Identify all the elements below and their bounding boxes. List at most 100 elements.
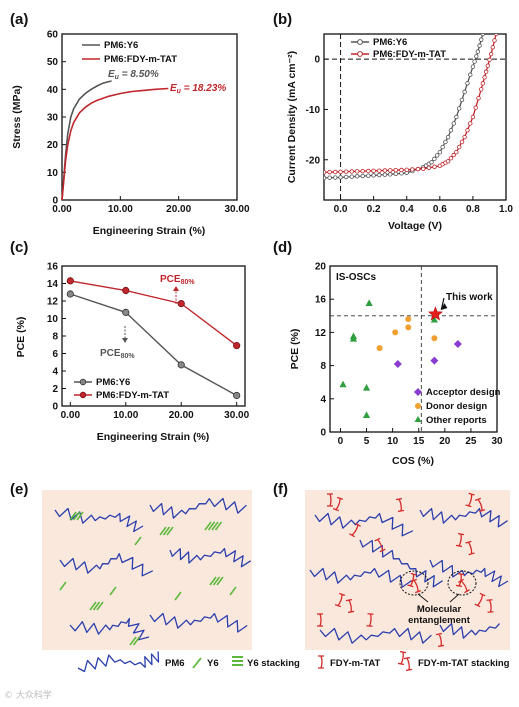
series-marker-b-fdy (387, 168, 393, 173)
legend-c: PM6:Y6 PM6:FDY-m-TAT (74, 377, 169, 401)
scatter-point-other (349, 332, 358, 340)
panel-d-pce-vs-cos: (d) 0 5 10 15 20 25 30 0 4 8 12 16 20 IS-OSCs COS (%… (273, 239, 503, 467)
a-ytick-label: 50 (47, 57, 59, 68)
scatter-point-donor (376, 345, 383, 352)
series-marker-b-fdy (426, 165, 432, 170)
series-marker-b-pm6y6 (480, 34, 486, 37)
y6-molecule (69, 511, 77, 521)
y6-molecule (214, 521, 223, 531)
b-xtick-label: 0.2 (367, 204, 381, 215)
legend-b: PM6:Y6 PM6:FDY-m-TAT (351, 37, 446, 60)
series-marker-b-fdy (480, 81, 486, 86)
c-ytick-label: 8 (52, 332, 58, 343)
panel-label-c: (c) (10, 239, 28, 256)
axis-ticks-c: 0.00 10.00 20.00 30.00 0 2 4 6 8 10 12 14 16 (47, 262, 250, 422)
fdy-molecule (465, 540, 475, 556)
series-marker-b-pm6y6 (470, 64, 476, 69)
schematic-bg-e (42, 490, 252, 650)
series-marker-b-fdy (371, 168, 376, 174)
a-ytick-label: 20 (47, 140, 59, 151)
series-marker-b-fdy (327, 169, 332, 175)
series-marker-b-fdy (476, 95, 481, 101)
this-work-arrowhead (440, 303, 448, 311)
y6-molecule (174, 591, 182, 601)
panel-label-f: (f) (273, 481, 288, 498)
axis-ticks-a: 0.00 10.00 20.00 30.00 0 10 20 30 40 50 60 (47, 30, 250, 216)
legend-y6-stacking-icon (232, 656, 243, 666)
a-xtick-label: 10.00 (108, 204, 133, 215)
series-b-pm6y6 (324, 29, 486, 181)
pm6-chain (319, 627, 432, 644)
legend-fdy-stacking-icon (397, 650, 413, 672)
legend-fdy-stack-1 (397, 650, 407, 666)
legend-marker-other (414, 416, 422, 422)
annotation-eu-pm6y6-value: = 8.50% (119, 69, 159, 80)
series-marker-b-pm6y6 (382, 172, 388, 177)
legend-text-c-fdy: PM6:FDY-m-TAT (96, 390, 169, 401)
d-xtick-label: 15 (413, 436, 425, 447)
series-point-c-pm6y6 (66, 290, 74, 298)
series-line-c-pm6y6 (70, 293, 238, 397)
series-marker-b-pm6y6 (477, 43, 482, 48)
scatter-point-other (339, 380, 347, 388)
fdy-molecule (349, 522, 361, 538)
fdy-stack (435, 632, 445, 648)
series-line-c-fdy (70, 280, 238, 347)
y6-molecule (229, 586, 237, 596)
pm6-chain (149, 612, 248, 633)
d-ytick-label: 8 (320, 361, 326, 372)
fdy-molecule (435, 632, 445, 648)
x-axis-label-b: Voltage (V) (388, 220, 442, 232)
annotation-pce80-pm6y6-arrowhead (122, 338, 128, 343)
fdy-molecule (334, 592, 346, 608)
legend-fdy-molecule (318, 655, 324, 669)
series-lines-c (66, 277, 241, 400)
series-marker-b-fdy (468, 121, 473, 126)
fdy-stack (395, 497, 405, 513)
legend-fdy-icon (318, 655, 324, 669)
x-axis-label-d: COS (%) (392, 455, 434, 467)
series-marker-b-fdy (493, 34, 499, 37)
c-xtick-label: 20.00 (169, 410, 194, 421)
series-marker-b-pm6y6 (434, 153, 440, 158)
series-marker-b-pm6y6 (324, 175, 327, 181)
legend-text-a-pm6y6: PM6:Y6 (104, 40, 138, 51)
pm6-chain (309, 567, 413, 588)
highlight-this-work: This work (428, 292, 493, 321)
annotation-eu-fdy-e: E (170, 83, 177, 94)
legend-text-donor: Donor design (426, 401, 487, 412)
fdy-stack (332, 496, 344, 512)
y6-molecule (162, 526, 171, 536)
y6-molecule (207, 521, 216, 531)
y6-molecule (129, 636, 137, 646)
fdy-stack (474, 497, 486, 513)
series-marker-b-fdy (410, 167, 415, 172)
d-xtick-label: 0 (338, 436, 344, 447)
series-marker-b-pm6y6 (462, 89, 467, 95)
legend-fdy-text: FDY-m-TAT (330, 658, 381, 669)
d-ytick-label: 12 (315, 328, 327, 339)
panel-a-stress-strain: (a) 0.00 10.00 20.00 30.00 0 10 20 30 40 50 60 Eng… (10, 11, 250, 237)
series-marker-b-pm6y6 (482, 29, 486, 33)
axis-ticks-b: 0.0 0.2 0.4 0.6 0.8 1.0 0 -10 -20 (306, 55, 514, 215)
series-marker-b-fdy (488, 51, 494, 57)
series-marker-b-pm6y6 (432, 156, 437, 162)
series-marker-b-fdy (487, 57, 492, 62)
a-xtick-label: 0.00 (52, 204, 72, 215)
b-ytick-label: 0 (314, 55, 320, 66)
y6-stack (129, 636, 141, 646)
series-marker-b-pm6y6 (360, 173, 365, 179)
scatter-point-other (365, 299, 373, 306)
fdy-stack (465, 540, 475, 556)
this-work-label: This work (446, 292, 493, 303)
a-ytick-label: 40 (47, 85, 59, 96)
series-marker-b-pm6y6 (448, 128, 454, 133)
c-ytick-label: 2 (52, 384, 58, 395)
y-axis-label-b: Current Density (mA cm⁻²) (286, 51, 298, 183)
series-marker-b-fdy (415, 166, 421, 172)
d-ytick-label: 20 (315, 262, 327, 273)
series-marker-b-pm6y6 (443, 139, 448, 145)
fdy-molecule (327, 493, 333, 507)
scatter-point-donor (431, 335, 438, 342)
pm6-chain (314, 512, 414, 537)
